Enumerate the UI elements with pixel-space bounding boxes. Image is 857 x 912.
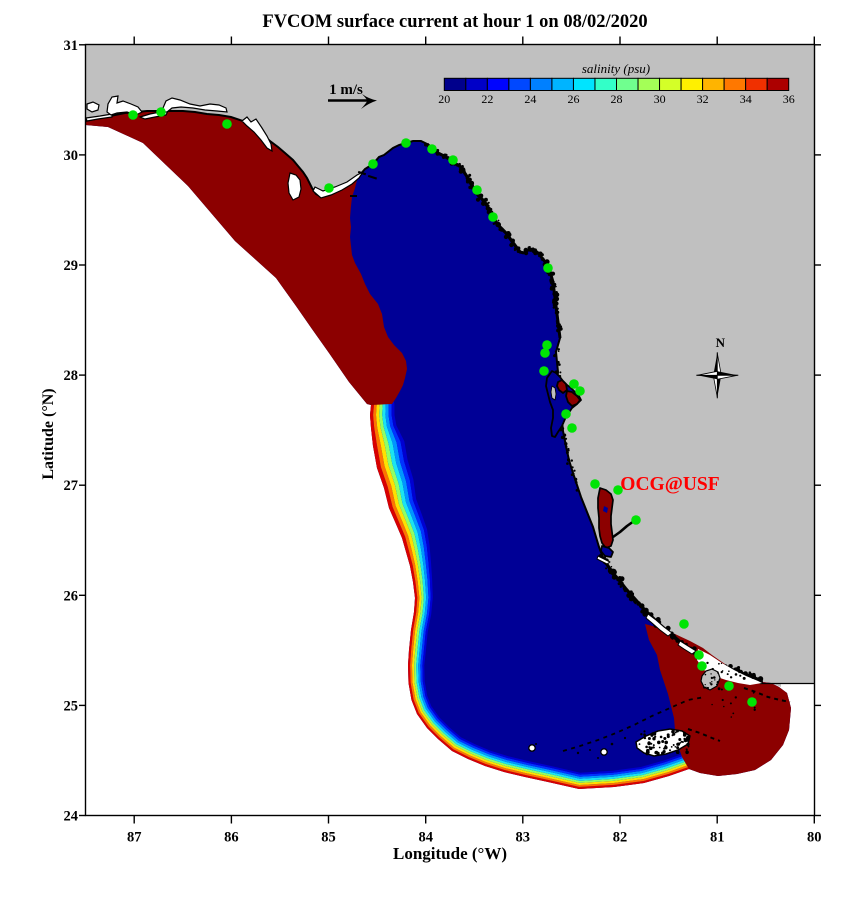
svg-text:20: 20 (438, 92, 450, 106)
svg-text:24: 24 (64, 809, 79, 825)
svg-text:28: 28 (611, 92, 623, 106)
svg-text:31: 31 (64, 38, 79, 54)
svg-text:86: 86 (224, 830, 239, 846)
svg-text:80: 80 (807, 830, 822, 846)
svg-text:26: 26 (64, 588, 79, 604)
svg-text:Longitude (°W): Longitude (°W) (393, 844, 507, 863)
svg-text:36: 36 (783, 92, 795, 106)
svg-text:26: 26 (568, 92, 580, 106)
svg-text:83: 83 (516, 830, 531, 846)
svg-text:30: 30 (64, 148, 79, 164)
svg-text:OCG@USF: OCG@USF (620, 474, 719, 495)
svg-text:22: 22 (481, 92, 493, 106)
svg-text:1 m/s: 1 m/s (329, 82, 363, 98)
svg-text:85: 85 (321, 830, 336, 846)
svg-text:29: 29 (64, 258, 79, 274)
svg-text:FVCOM surface current at hour: FVCOM surface current at hour 1 on 08/02… (262, 12, 647, 32)
svg-text:28: 28 (64, 368, 79, 384)
svg-text:30: 30 (654, 92, 666, 106)
svg-text:salinity (psu): salinity (psu) (582, 61, 650, 76)
svg-text:32: 32 (697, 92, 709, 106)
svg-text:27: 27 (64, 478, 79, 494)
svg-text:87: 87 (127, 830, 142, 846)
svg-text:24: 24 (524, 92, 536, 106)
svg-text:25: 25 (64, 698, 79, 714)
svg-text:34: 34 (740, 92, 752, 106)
svg-text:Latitude (°N): Latitude (°N) (40, 388, 57, 479)
svg-text:N: N (716, 335, 726, 350)
svg-text:81: 81 (710, 830, 725, 846)
svg-text:84: 84 (418, 830, 433, 846)
svg-text:82: 82 (613, 830, 628, 846)
